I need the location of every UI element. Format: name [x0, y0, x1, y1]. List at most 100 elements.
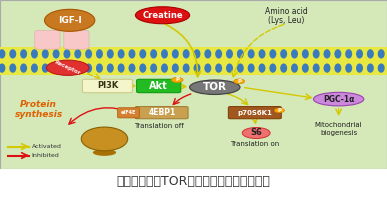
- Ellipse shape: [280, 63, 287, 73]
- Ellipse shape: [226, 63, 233, 73]
- FancyBboxPatch shape: [35, 31, 60, 49]
- Ellipse shape: [45, 9, 95, 31]
- Ellipse shape: [96, 63, 103, 73]
- Ellipse shape: [150, 63, 157, 73]
- Text: PI3K: PI3K: [97, 81, 118, 90]
- Text: Activated: Activated: [32, 144, 62, 149]
- Ellipse shape: [135, 7, 190, 24]
- FancyBboxPatch shape: [135, 107, 188, 119]
- Text: PGC-1α: PGC-1α: [323, 95, 354, 104]
- Ellipse shape: [378, 63, 385, 73]
- Text: Akt: Akt: [149, 81, 168, 91]
- Ellipse shape: [234, 79, 245, 84]
- Ellipse shape: [291, 63, 298, 73]
- Ellipse shape: [172, 49, 179, 59]
- Ellipse shape: [215, 63, 222, 73]
- Ellipse shape: [0, 49, 5, 59]
- Ellipse shape: [118, 63, 125, 73]
- Ellipse shape: [85, 49, 92, 59]
- Ellipse shape: [0, 63, 5, 73]
- Ellipse shape: [248, 63, 255, 73]
- Ellipse shape: [345, 63, 352, 73]
- Ellipse shape: [161, 49, 168, 59]
- Ellipse shape: [31, 63, 38, 73]
- Text: eIF4E: eIF4E: [121, 110, 136, 115]
- Ellipse shape: [107, 63, 114, 73]
- Ellipse shape: [248, 49, 255, 59]
- FancyBboxPatch shape: [118, 108, 139, 118]
- Ellipse shape: [183, 49, 190, 59]
- Ellipse shape: [302, 63, 309, 73]
- Ellipse shape: [63, 49, 70, 59]
- Ellipse shape: [274, 108, 284, 113]
- FancyBboxPatch shape: [137, 79, 181, 93]
- Text: 4EBP1: 4EBP1: [149, 108, 176, 117]
- Text: S6: S6: [250, 128, 262, 138]
- Ellipse shape: [345, 49, 352, 59]
- Ellipse shape: [313, 63, 320, 73]
- Ellipse shape: [171, 77, 183, 83]
- Text: Mitochondrial: Mitochondrial: [315, 122, 363, 128]
- Text: Protein: Protein: [20, 100, 57, 109]
- Ellipse shape: [204, 49, 211, 59]
- Ellipse shape: [42, 63, 49, 73]
- Ellipse shape: [74, 49, 81, 59]
- Text: IGF-I: IGF-I: [58, 16, 82, 25]
- Ellipse shape: [139, 49, 146, 59]
- Text: Inhibited: Inhibited: [32, 153, 60, 158]
- Ellipse shape: [356, 49, 363, 59]
- FancyBboxPatch shape: [82, 79, 132, 93]
- Ellipse shape: [324, 49, 330, 59]
- Ellipse shape: [242, 127, 270, 138]
- Ellipse shape: [53, 63, 60, 73]
- Ellipse shape: [215, 49, 222, 59]
- Ellipse shape: [204, 63, 211, 73]
- Ellipse shape: [378, 49, 385, 59]
- Text: biogenesis: biogenesis: [320, 130, 357, 136]
- Ellipse shape: [324, 63, 330, 73]
- Text: P: P: [277, 108, 281, 113]
- Text: Creatine: Creatine: [142, 11, 183, 20]
- Text: Receptor: Receptor: [54, 59, 82, 76]
- Ellipse shape: [259, 49, 265, 59]
- Ellipse shape: [63, 63, 70, 73]
- Ellipse shape: [367, 49, 374, 59]
- Ellipse shape: [46, 60, 89, 75]
- Text: P: P: [237, 79, 241, 84]
- Text: Translation on: Translation on: [230, 141, 279, 147]
- Ellipse shape: [334, 63, 341, 73]
- Ellipse shape: [20, 49, 27, 59]
- Text: synthesis: synthesis: [15, 110, 63, 119]
- Ellipse shape: [107, 49, 114, 59]
- Ellipse shape: [334, 49, 341, 59]
- Ellipse shape: [31, 49, 38, 59]
- Ellipse shape: [194, 49, 200, 59]
- Text: Amino acid: Amino acid: [265, 7, 308, 16]
- Ellipse shape: [190, 80, 240, 94]
- Ellipse shape: [291, 49, 298, 59]
- Text: P: P: [175, 77, 179, 83]
- FancyBboxPatch shape: [64, 31, 89, 49]
- Ellipse shape: [128, 49, 135, 59]
- Ellipse shape: [20, 63, 27, 73]
- Ellipse shape: [269, 49, 276, 59]
- Ellipse shape: [81, 127, 128, 151]
- Ellipse shape: [280, 49, 287, 59]
- Ellipse shape: [53, 49, 60, 59]
- Ellipse shape: [9, 63, 16, 73]
- Ellipse shape: [313, 92, 364, 106]
- Ellipse shape: [259, 63, 265, 73]
- Text: Translation off: Translation off: [134, 123, 183, 129]
- Ellipse shape: [356, 63, 363, 73]
- Ellipse shape: [74, 63, 81, 73]
- Text: TOR: TOR: [203, 82, 227, 92]
- Ellipse shape: [237, 49, 244, 59]
- Ellipse shape: [42, 49, 49, 59]
- Text: (Lys, Leu): (Lys, Leu): [268, 16, 305, 25]
- Ellipse shape: [237, 63, 244, 73]
- FancyBboxPatch shape: [228, 107, 281, 119]
- Ellipse shape: [313, 49, 320, 59]
- Ellipse shape: [183, 63, 190, 73]
- Ellipse shape: [172, 63, 179, 73]
- Ellipse shape: [85, 63, 92, 73]
